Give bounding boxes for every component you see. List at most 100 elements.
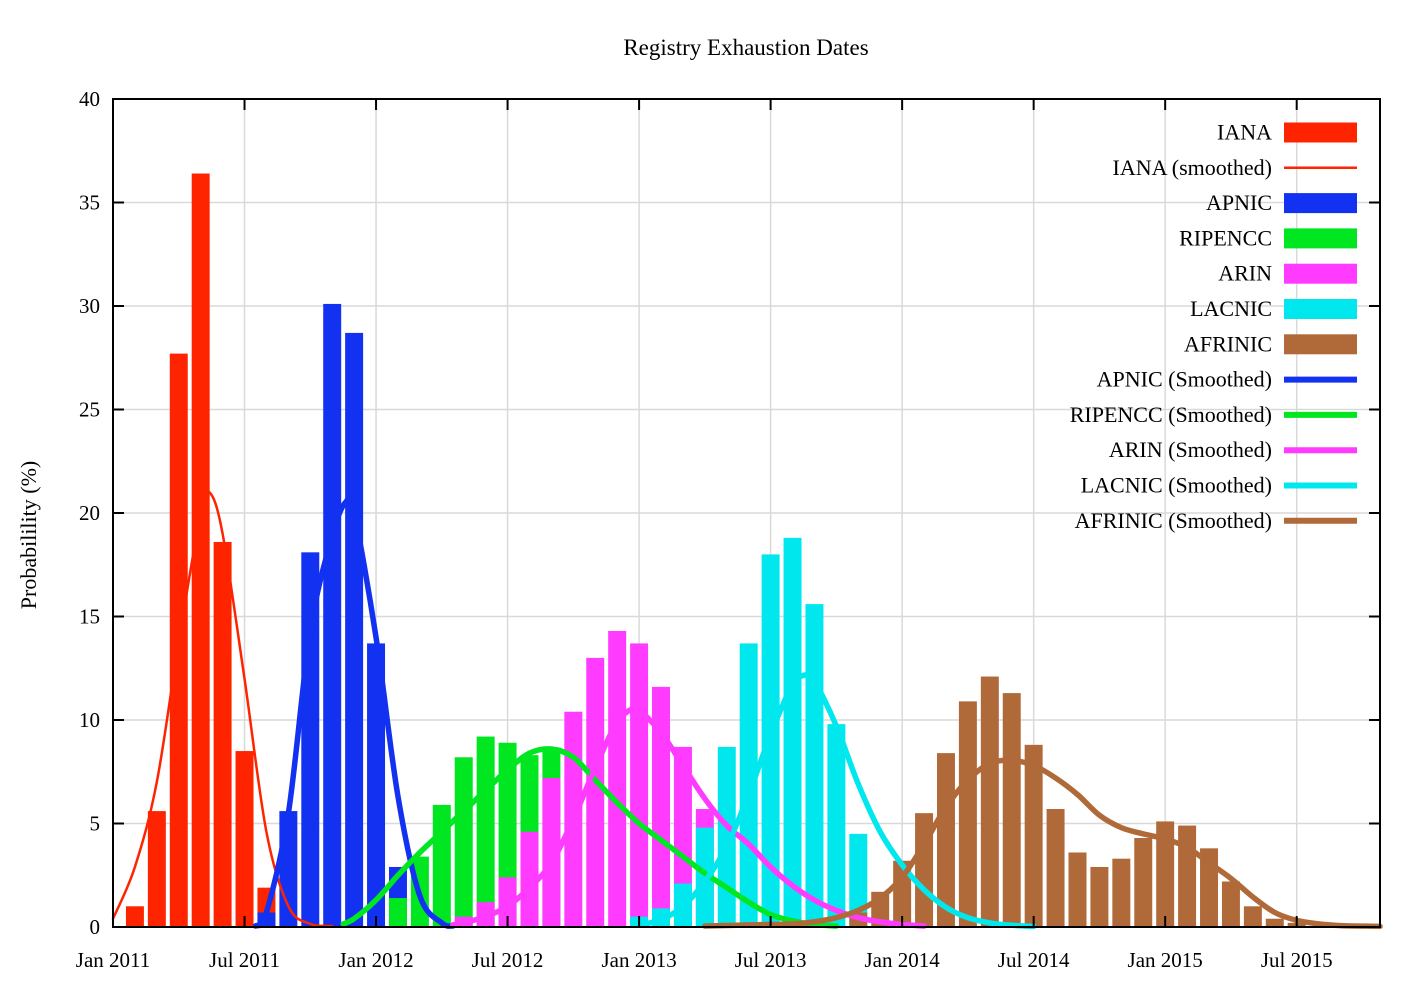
y-tick-label: 20 bbox=[79, 501, 100, 525]
y-tick-label: 15 bbox=[79, 605, 100, 629]
legend: IANA IANA (smoothed) APNIC RIPENCC ARIN LACNI… bbox=[1070, 120, 1357, 533]
legend-label: APNIC (Smoothed) bbox=[1097, 367, 1272, 392]
y-tick-label: 0 bbox=[90, 915, 101, 939]
bar-ARIN-Feb-2013 bbox=[652, 686, 670, 927]
legend-label: AFRINIC (Smoothed) bbox=[1075, 508, 1272, 533]
x-tick-label: Jul 2013 bbox=[735, 948, 807, 972]
bar-RIPENCC-Jun-2012 bbox=[476, 736, 495, 927]
legend-label: APNIC bbox=[1206, 190, 1272, 215]
bar-AFRINIC-May-2015 bbox=[1243, 906, 1262, 927]
y-axis-label: Probabilility (%) bbox=[16, 461, 41, 609]
bar-AFRINIC-Jan-2015 bbox=[1156, 821, 1175, 927]
bar-IANA-Feb-2011 bbox=[125, 906, 144, 927]
legend-swatch-box bbox=[1284, 263, 1357, 284]
bar-RIPENCC-May-2012 bbox=[454, 757, 473, 927]
curve-LACNIC--Smoothed- bbox=[636, 671, 1037, 930]
legend-entry-LACNIC--Smoothed-: LACNIC (Smoothed) bbox=[1081, 473, 1357, 498]
bar-AFRINIC-Nov-2014 bbox=[1112, 858, 1131, 927]
x-tick-label: Jan 2011 bbox=[76, 948, 150, 972]
legend-label: ARIN bbox=[1218, 261, 1272, 286]
legend-label: RIPENCC bbox=[1179, 225, 1272, 250]
legend-entry-IANA--smoothed-: IANA (smoothed) bbox=[1113, 155, 1357, 180]
tick-labels: Jan 2011 Jul 2011 Jan 2012 Jul 2012 Jan 2013… bbox=[76, 87, 1333, 972]
bar-ARIN-Jul-2012 bbox=[498, 877, 517, 927]
bar-AFRINIC-Aug-2014 bbox=[1046, 809, 1065, 927]
bar-APNIC-Jan-2012 bbox=[367, 643, 386, 927]
x-tick-label: Jan 2012 bbox=[338, 948, 413, 972]
bar-ARIN-Jan-2013 bbox=[630, 643, 649, 927]
bar-LACNIC-Sep-2013 bbox=[805, 604, 824, 927]
legend-swatch-box bbox=[1284, 299, 1357, 319]
legend-label: AFRINIC bbox=[1184, 331, 1272, 356]
axes-border-and-ticks bbox=[112, 98, 1381, 928]
bar-AFRINIC-Oct-2014 bbox=[1090, 866, 1109, 927]
x-tick-label: Jan 2015 bbox=[1128, 948, 1203, 972]
legend-label: ARIN (Smoothed) bbox=[1109, 437, 1272, 462]
legend-entry-ARIN--Smoothed-: ARIN (Smoothed) bbox=[1109, 437, 1357, 462]
series-APNIC-bars bbox=[257, 303, 407, 927]
bar-AFRINIC-Apr-2015 bbox=[1221, 881, 1240, 927]
bar-LACNIC-Nov-2013 bbox=[849, 833, 868, 927]
legend-entry-LACNIC: LACNIC bbox=[1190, 296, 1357, 321]
legend-label: IANA (smoothed) bbox=[1113, 155, 1272, 180]
legend-entry-RIPENCC--Smoothed-: RIPENCC (Smoothed) bbox=[1070, 402, 1357, 427]
legend-entry-APNIC--Smoothed-: APNIC (Smoothed) bbox=[1097, 367, 1357, 392]
bar-ARIN-Nov-2012 bbox=[586, 657, 605, 927]
x-tick-label: Jul 2012 bbox=[472, 948, 544, 972]
y-tick-label: 5 bbox=[90, 812, 101, 836]
bar-LACNIC-Jun-2013 bbox=[739, 643, 758, 927]
bar-LACNIC-Oct-2013 bbox=[827, 724, 846, 927]
legend-swatch-box bbox=[1284, 122, 1357, 143]
bar-AFRINIC-Apr-2014 bbox=[958, 701, 977, 927]
legend-label: IANA bbox=[1217, 120, 1272, 145]
legend-swatch-box bbox=[1284, 193, 1357, 214]
bar-IANA-Jul-2011 bbox=[235, 751, 254, 927]
legend-entry-ARIN: ARIN bbox=[1218, 261, 1357, 286]
legend-entry-APNIC: APNIC bbox=[1206, 190, 1357, 215]
curve-AFRINIC--Smoothed- bbox=[702, 757, 1383, 930]
legend-entry-IANA: IANA bbox=[1217, 120, 1357, 145]
bar-APNIC-Nov-2011 bbox=[323, 303, 342, 927]
plot-border bbox=[112, 98, 1381, 928]
bar-AFRINIC-Feb-2015 bbox=[1178, 825, 1197, 927]
bar-IANA-May-2011 bbox=[191, 173, 210, 927]
chart-title: Registry Exhaustion Dates bbox=[623, 35, 868, 60]
bar-ARIN-Sep-2012 bbox=[542, 777, 561, 927]
bar-AFRINIC-Sep-2014 bbox=[1068, 852, 1087, 927]
legend-swatch-box bbox=[1284, 334, 1357, 355]
curve-IANA--smoothed- bbox=[111, 489, 334, 928]
series-AFRINIC-bars bbox=[849, 676, 1306, 927]
bar-ARIN-Aug-2012 bbox=[520, 831, 539, 927]
y-tick-label: 25 bbox=[79, 398, 100, 422]
x-tick-label: Jan 2014 bbox=[865, 948, 941, 972]
x-tick-label: Jan 2013 bbox=[601, 948, 676, 972]
legend-label: LACNIC bbox=[1190, 296, 1272, 321]
legend-entry-AFRINIC--Smoothed-: AFRINIC (Smoothed) bbox=[1075, 508, 1357, 533]
curve-APNIC--Smoothed- bbox=[252, 495, 456, 929]
legend-label: RIPENCC (Smoothed) bbox=[1070, 402, 1272, 427]
curve-ARIN--Smoothed- bbox=[450, 703, 927, 929]
bar-IANA-Jun-2011 bbox=[213, 541, 232, 927]
x-tick-label: Jul 2011 bbox=[209, 948, 280, 972]
bar-AFRINIC-Dec-2014 bbox=[1134, 837, 1153, 927]
legend-swatch-box bbox=[1284, 228, 1357, 249]
legend-entry-AFRINIC: AFRINIC bbox=[1184, 331, 1357, 356]
bar-AFRINIC-Jan-2014 bbox=[893, 860, 912, 927]
x-tick-label: Jul 2015 bbox=[1261, 948, 1333, 972]
y-tick-label: 40 bbox=[79, 87, 100, 111]
y-tick-label: 35 bbox=[79, 191, 100, 215]
x-tick-label: Jul 2014 bbox=[998, 948, 1070, 972]
bar-AFRINIC-Jul-2014 bbox=[1024, 744, 1043, 927]
y-tick-label: 30 bbox=[79, 294, 100, 318]
bar-AFRINIC-May-2014 bbox=[980, 676, 999, 927]
curve-RIPENCC--Smoothed- bbox=[340, 746, 840, 929]
bar-AFRINIC-Jun-2014 bbox=[1002, 693, 1021, 927]
bar-AFRINIC-Jun-2015 bbox=[1265, 918, 1284, 927]
bar-ARIN-Dec-2012 bbox=[608, 630, 627, 927]
series-IANA-bars bbox=[125, 173, 276, 927]
smoothed-curves bbox=[111, 489, 1383, 930]
bar-ARIN-Mar-2013 bbox=[673, 746, 692, 927]
bar-LACNIC-Aug-2013 bbox=[783, 537, 802, 927]
